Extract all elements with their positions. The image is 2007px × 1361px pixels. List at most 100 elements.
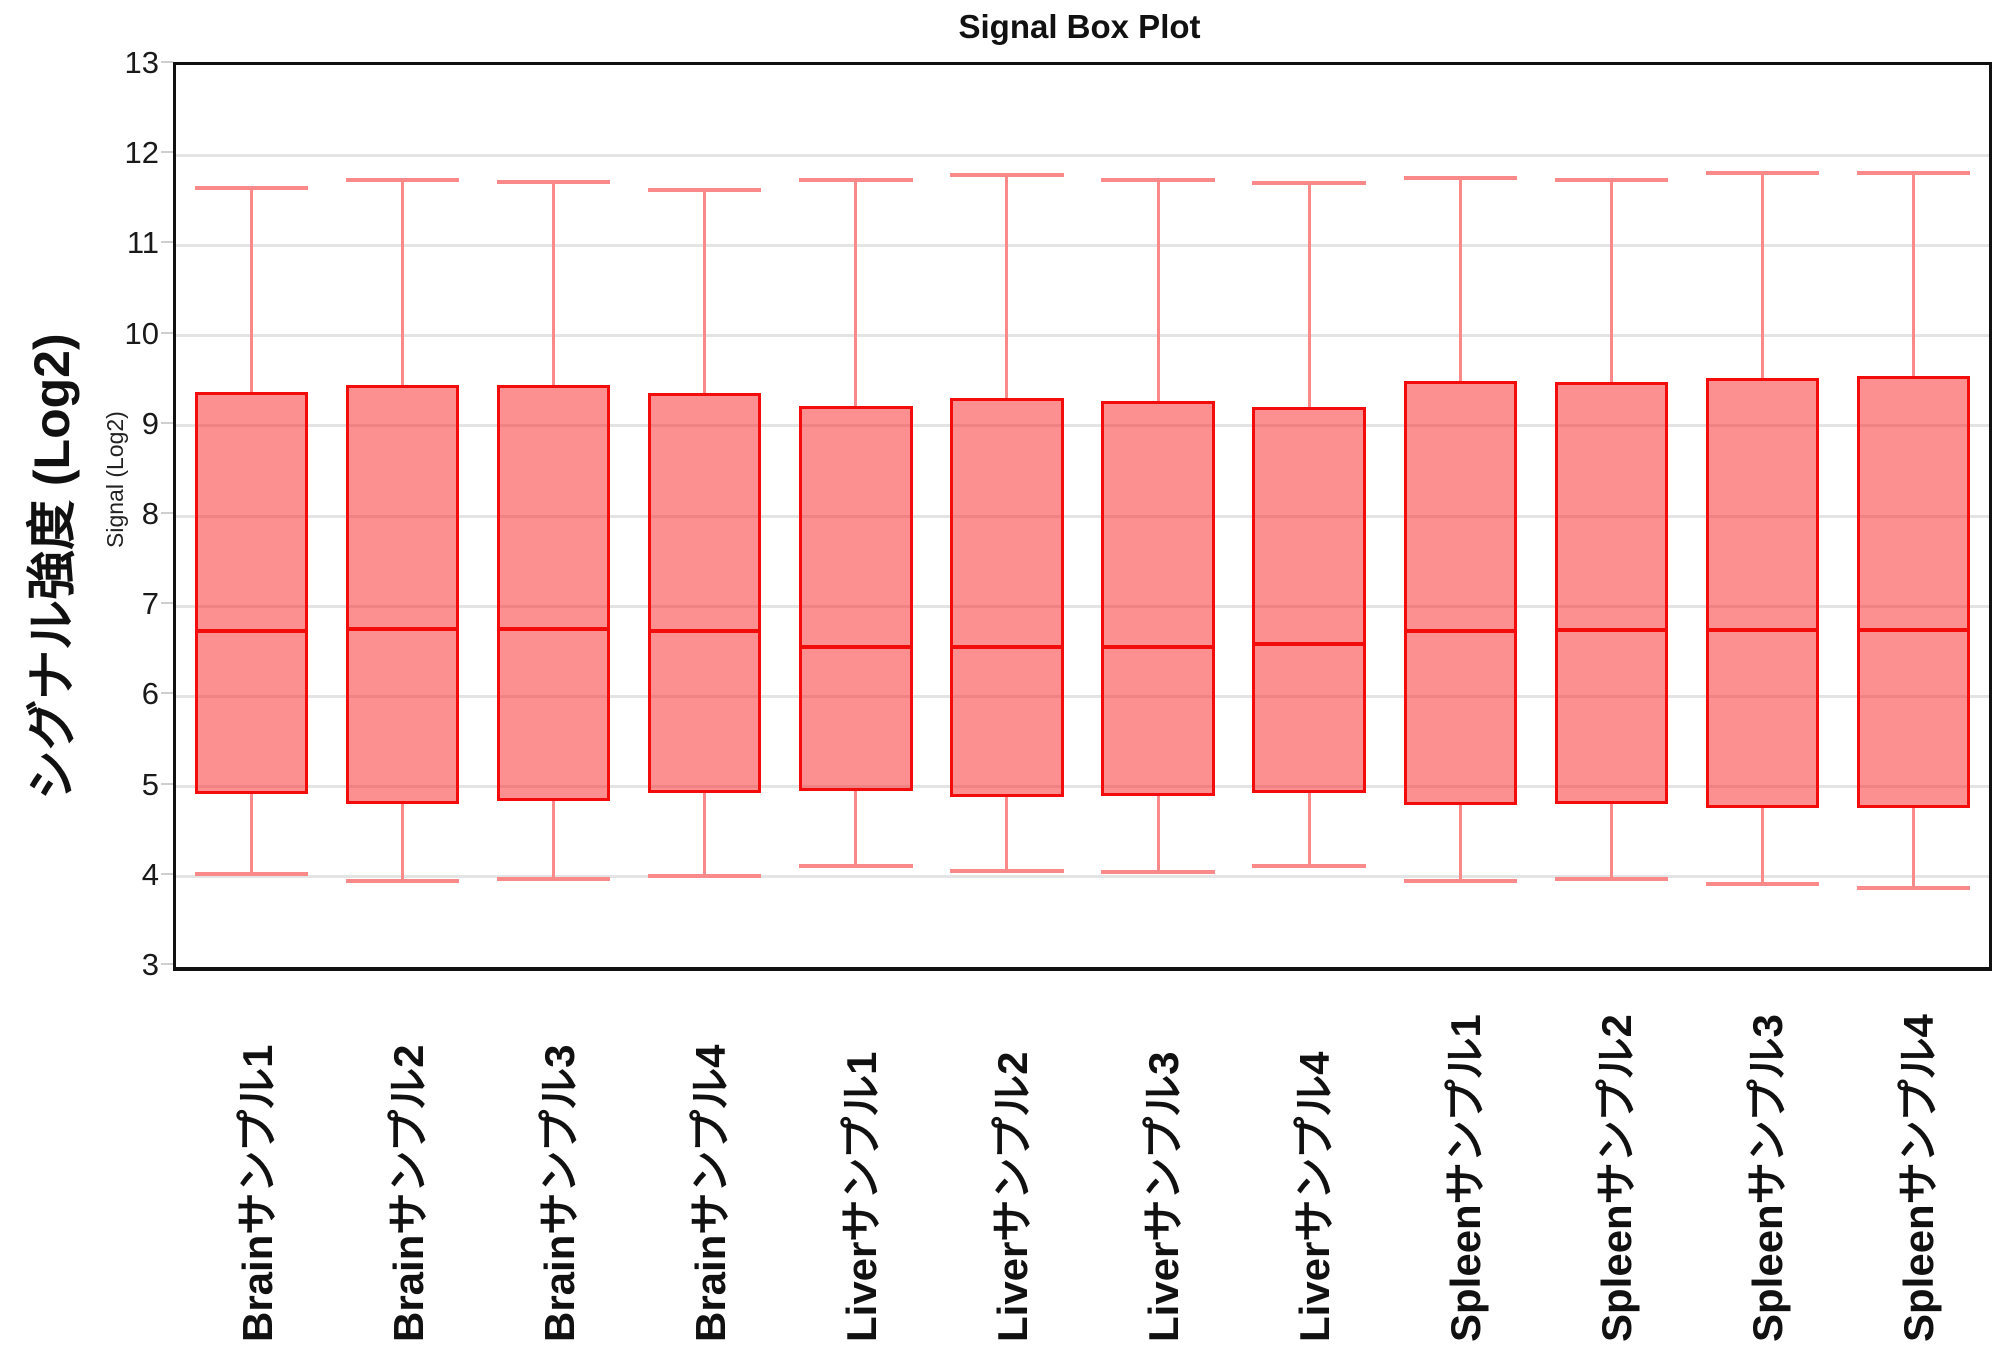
box-iqr	[799, 405, 913, 792]
box-iqr	[1252, 406, 1366, 793]
whisker-upper	[1911, 173, 1915, 377]
y-gridline	[176, 875, 1989, 879]
whisker-cap-upper	[194, 185, 309, 190]
chart-title: Signal Box Plot	[958, 8, 1201, 45]
y-tick-label: 4	[141, 856, 159, 892]
y-gridline	[176, 785, 1989, 789]
median-line	[1252, 642, 1366, 647]
whisker-cap-lower	[497, 876, 611, 881]
median-line	[1101, 644, 1215, 649]
y-tick-label: 8	[141, 496, 159, 531]
whisker-cap-upper	[1554, 178, 1668, 183]
y-tick	[161, 421, 173, 424]
whisker-upper	[1458, 177, 1462, 381]
y-axis-label-primary: シグナル強度 (Log2)	[24, 333, 80, 800]
x-category-label: Spleenサンプル4	[1895, 1014, 1943, 1342]
x-category-label: Liverサンプル2	[988, 1051, 1036, 1342]
whisker-cap-lower	[1856, 885, 1971, 890]
box-iqr	[497, 385, 611, 802]
whisker-upper	[1005, 175, 1009, 398]
y-tick	[161, 241, 173, 244]
y-tick	[161, 602, 173, 605]
whisker-cap-upper	[1252, 181, 1366, 186]
whisker-lower	[854, 791, 858, 866]
whisker-cap-lower	[1705, 882, 1820, 887]
x-category-label: Spleenサンプル3	[1744, 1014, 1792, 1342]
median-line	[1705, 627, 1820, 632]
median-line	[497, 626, 611, 631]
y-tick-label: 12	[124, 135, 159, 171]
whisker-cap-lower	[345, 879, 460, 884]
median-line	[1554, 627, 1668, 632]
y-gridline	[176, 604, 1989, 608]
whisker-lower	[1609, 803, 1613, 879]
x-category-label: Liverサンプル1	[837, 1051, 885, 1342]
y-tick	[161, 151, 173, 154]
y-gridline	[176, 153, 1989, 157]
median-line	[1856, 627, 1971, 632]
whisker-lower	[250, 793, 254, 875]
y-tick-label: 13	[124, 45, 159, 80]
box-iqr	[648, 393, 762, 793]
plot-area	[173, 62, 1992, 971]
whisker-cap-upper	[497, 180, 611, 185]
whisker-upper	[250, 187, 254, 393]
whisker-cap-upper	[1705, 171, 1820, 176]
whisker-lower	[401, 803, 405, 882]
box-iqr	[1101, 400, 1215, 796]
y-tick	[161, 512, 173, 514]
y-tick-label: 3	[141, 947, 159, 982]
whisker-cap-upper	[648, 188, 762, 193]
median-line	[194, 629, 309, 634]
whisker-cap-upper	[1856, 171, 1971, 176]
y-gridline	[176, 243, 1989, 247]
whisker-lower	[1760, 808, 1764, 884]
box-iqr	[950, 397, 1064, 797]
x-category-label: Liverサンプル3	[1140, 1051, 1188, 1342]
whisker-cap-upper	[799, 177, 913, 182]
y-tick-label: 6	[141, 676, 159, 712]
whisker-upper	[1307, 183, 1311, 407]
box-iqr	[1554, 381, 1668, 804]
whisker-cap-lower	[950, 869, 1064, 874]
whisker-lower	[1458, 804, 1462, 882]
x-category-label: Brainサンプル3	[535, 1044, 583, 1342]
whisker-upper	[1609, 180, 1613, 382]
y-tick	[161, 782, 173, 785]
x-category-label: Brainサンプル1	[233, 1044, 281, 1342]
y-tick	[161, 692, 173, 695]
y-tick	[161, 963, 173, 965]
whisker-cap-lower	[1554, 876, 1668, 881]
y-tick-label: 11	[126, 225, 159, 261]
x-category-label: Liverサンプル4	[1291, 1051, 1339, 1342]
y-gridline	[176, 334, 1989, 338]
box-iqr	[1856, 376, 1971, 809]
y-gridline	[176, 424, 1989, 428]
y-tick-label: 7	[141, 586, 159, 622]
whisker-lower	[1005, 796, 1009, 872]
whisker-cap-lower	[799, 863, 913, 868]
y-gridline	[176, 694, 1989, 698]
x-category-label: Spleenサンプル1	[1442, 1014, 1490, 1342]
median-line	[1403, 629, 1517, 634]
whisker-lower	[1911, 808, 1915, 888]
whisker-upper	[1156, 180, 1160, 401]
whisker-upper	[854, 179, 858, 406]
whisker-cap-upper	[1403, 175, 1517, 180]
whisker-cap-lower	[648, 873, 762, 878]
whisker-lower	[552, 801, 556, 879]
median-line	[345, 626, 460, 631]
y-tick	[161, 61, 173, 63]
y-tick-label: 10	[124, 315, 159, 351]
whisker-lower	[703, 792, 707, 876]
x-category-label: Spleenサンプル2	[1593, 1014, 1641, 1342]
whisker-cap-upper	[1101, 178, 1215, 183]
whisker-upper	[703, 190, 707, 394]
x-category-label: Brainサンプル4	[686, 1044, 734, 1342]
whisker-lower	[1307, 792, 1311, 866]
y-tick	[161, 872, 173, 875]
box-iqr	[345, 385, 460, 804]
box-iqr	[1705, 377, 1820, 809]
whisker-cap-lower	[1101, 870, 1215, 875]
